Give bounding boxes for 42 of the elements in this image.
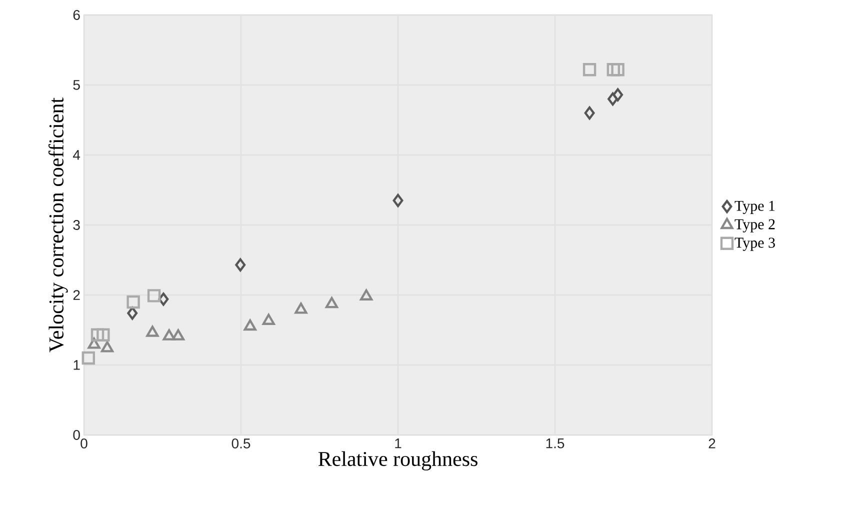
point (146, 326, 159, 337)
point (611, 62, 624, 76)
y-tick-label: 2 (73, 290, 80, 300)
y-tick-label: 4 (73, 150, 80, 160)
legend-label: Type 1 (734, 200, 775, 214)
point (147, 289, 161, 302)
point (582, 62, 596, 76)
point (612, 88, 624, 102)
point (127, 306, 138, 320)
y-tick-label: 5 (73, 80, 80, 90)
point (100, 341, 114, 352)
x-tick-label: 1.5 (546, 438, 564, 448)
point (158, 292, 169, 306)
legend-label: Type 3 (734, 238, 775, 251)
point (360, 289, 373, 300)
legend-label: Type 2 (734, 219, 775, 232)
point (584, 106, 595, 120)
point (262, 314, 275, 325)
point (96, 328, 110, 342)
y-axis-title: Velocity correction coefficient (48, 98, 68, 352)
x-tick-label: 0.5 (232, 438, 250, 448)
point (90, 328, 104, 342)
point (294, 302, 308, 314)
point (244, 319, 256, 331)
x-tick-label: 2 (708, 438, 716, 448)
point (172, 329, 184, 340)
point (82, 351, 96, 365)
y-tick-label: 1 (74, 360, 80, 370)
point (606, 62, 620, 76)
point (325, 296, 338, 308)
point (392, 194, 404, 208)
x-tick-label: 1 (395, 438, 402, 448)
y-tick-label: 0 (73, 430, 80, 440)
x-axis-title: Relative roughness (318, 451, 478, 470)
point (608, 92, 618, 106)
y-tick-label: 6 (73, 10, 80, 20)
y-tick-label: 3 (73, 220, 80, 230)
point (235, 258, 246, 272)
x-tick-label: 0 (80, 438, 88, 448)
point (126, 295, 140, 309)
point (162, 329, 176, 340)
point (88, 338, 100, 349)
